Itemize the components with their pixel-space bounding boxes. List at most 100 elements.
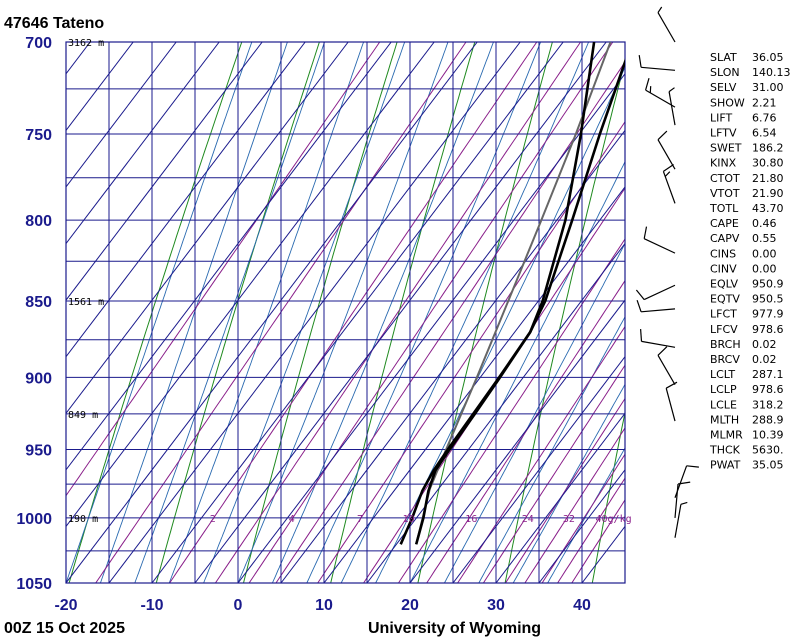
index-label: CINV	[710, 262, 737, 275]
wind-barb	[674, 481, 691, 518]
temperature-tick-label: 20	[401, 597, 419, 614]
index-label: SLAT	[710, 51, 737, 64]
index-label: CTOT	[710, 172, 740, 185]
index-label: LFCV	[710, 323, 738, 336]
temperature-tick-label: 0	[234, 597, 243, 614]
moist-adiabat	[99, 42, 288, 583]
moist-adiabat	[66, 42, 253, 583]
height-label: 1561 m	[68, 297, 104, 308]
wind-barb	[657, 346, 676, 386]
grid-lines	[0, 41, 626, 584]
isotherm-line	[237, 73, 625, 583]
index-value: 21.80	[752, 172, 784, 185]
height-label: 849 m	[68, 410, 98, 421]
moist-adiabat	[271, 42, 494, 583]
temperature-tick-label: 10	[315, 597, 333, 614]
pressure-tick-label: 1000	[16, 511, 52, 528]
mixing-ratio-line	[214, 42, 582, 583]
stability-indices-table: SLAT 36.05 SLON 140.13 SELV 31.00 SHOW 2.21 LIFT…	[709, 51, 791, 472]
mixing-ratio-label: 16	[465, 514, 477, 525]
index-label: EQLV	[710, 278, 739, 291]
isotherm-line	[323, 186, 625, 583]
mixing-ratio-label: 4	[289, 514, 295, 525]
station-title: 47646 Tateno	[4, 15, 104, 32]
isotherm-line	[66, 42, 220, 245]
pressure-tick-label: 750	[25, 127, 52, 144]
isotherm-line	[108, 42, 521, 583]
wind-barb	[636, 300, 676, 313]
isotherm-line	[409, 299, 625, 583]
mixing-ratio-line	[557, 477, 625, 583]
mixing-ratio-line	[275, 61, 625, 583]
mixing-ratio-line	[524, 427, 625, 583]
index-value: 30.80	[752, 157, 784, 170]
index-label: SLON	[710, 66, 740, 79]
isotherm-line	[0, 42, 4, 583]
index-label: PWAT	[710, 459, 741, 472]
index-label: LIFT	[710, 111, 733, 124]
index-label: BRCH	[710, 338, 741, 351]
index-label: SHOW	[710, 96, 745, 109]
index-value: 140.13	[752, 66, 791, 79]
parcel-profile-line	[415, 42, 612, 545]
index-value: 5630.	[752, 444, 784, 457]
isotherm-line	[0, 42, 47, 583]
dry-adiabat	[417, 42, 553, 583]
height-label: 190 m	[68, 514, 98, 525]
isotherm-line	[66, 42, 392, 471]
index-value: 21.90	[752, 187, 784, 200]
wind-barb	[645, 78, 676, 108]
index-label: BRCV	[710, 353, 740, 366]
pressure-tick-label: 900	[25, 370, 52, 387]
index-value: 0.00	[752, 262, 777, 275]
pressure-tick-label: 1050	[16, 576, 52, 593]
index-label: SWET	[710, 142, 742, 155]
mixing-ratio-label: 7	[357, 514, 363, 525]
index-value: 0.02	[752, 338, 777, 351]
wind-barbs	[635, 6, 699, 538]
moist-adiabat	[168, 42, 365, 583]
dry-adiabat	[243, 42, 398, 583]
dewpoint-profile-line	[399, 42, 596, 545]
isotherm-line	[194, 42, 607, 583]
index-value: 950.5	[752, 293, 784, 306]
isotherm-line	[66, 42, 478, 583]
index-label: VTOT	[710, 187, 740, 200]
temperature-profile-line	[414, 58, 625, 545]
index-label: LCLT	[710, 368, 735, 381]
wind-barb	[668, 87, 676, 126]
index-label: LFTV	[710, 127, 737, 140]
mixing-ratio-line	[505, 397, 625, 583]
wind-barb	[674, 501, 688, 538]
index-label: KINX	[710, 157, 737, 170]
isotherm-line	[66, 42, 91, 75]
mixing-ratio-label: 40g/kg	[596, 514, 632, 525]
temperature-tick-label: -20	[54, 597, 77, 614]
index-label: LFCT	[710, 308, 737, 321]
isotherm-line	[66, 42, 349, 415]
wind-barb	[657, 130, 676, 170]
index-value: 978.6	[752, 383, 784, 396]
height-label: 3162 m	[68, 38, 104, 49]
isotherm-line	[66, 42, 177, 188]
index-value: 318.2	[752, 398, 784, 411]
isotherm-line	[151, 42, 564, 583]
isotherm-line	[66, 42, 435, 528]
index-value: 43.70	[752, 202, 784, 215]
wind-barb	[638, 55, 676, 71]
plot-frame	[65, 41, 626, 584]
isotherm-line	[452, 355, 625, 583]
mixing-ratio-label: 2	[210, 514, 216, 525]
wind-barb	[635, 284, 676, 301]
index-value: 978.6	[752, 323, 784, 336]
moist-adiabat	[340, 42, 590, 583]
index-value: 0.02	[752, 353, 777, 366]
wind-barb	[657, 6, 676, 43]
index-value: 287.1	[752, 368, 784, 381]
index-value: 36.05	[752, 51, 784, 64]
index-value: 10.39	[752, 429, 784, 442]
index-label: SELV	[710, 81, 737, 94]
isotherm-line	[280, 129, 625, 583]
index-value: 0.55	[752, 232, 777, 245]
pressure-tick-label: 850	[25, 294, 52, 311]
